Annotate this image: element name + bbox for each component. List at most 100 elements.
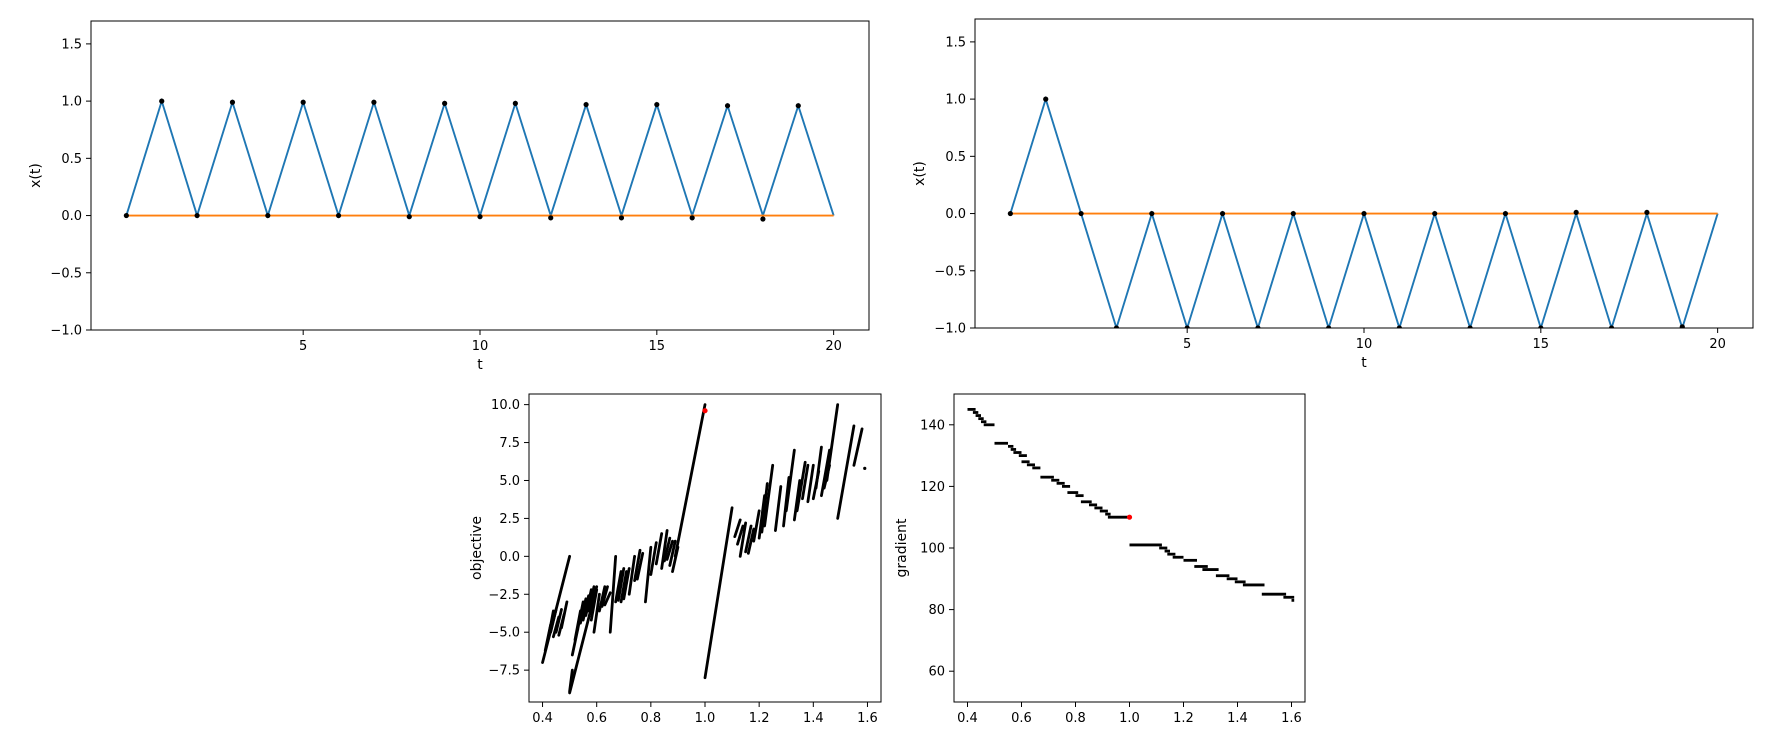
point-run-15 (584, 588, 593, 617)
x-tick-label: 15 (649, 339, 666, 354)
x-tick-label: 0.8 (641, 711, 662, 726)
point-run-41 (736, 524, 745, 546)
point-run-22 (608, 554, 618, 634)
x-tick-label: 0.6 (586, 711, 607, 726)
y-tick-label: −0.5 (50, 266, 82, 281)
point-run-40 (733, 518, 742, 539)
marker-point-1 (1043, 96, 1049, 102)
x-tick-label: 0.8 (1065, 711, 1086, 726)
point-run-27 (627, 554, 636, 596)
point-run-30 (644, 545, 653, 604)
point-run-31 (649, 541, 658, 576)
highlight-point (1126, 514, 1133, 520)
point-run-32 (654, 532, 664, 566)
plot-area (967, 407, 1295, 602)
x-axis-label: t (1361, 355, 1367, 371)
y-tick-label: −2.5 (488, 588, 520, 603)
y-tick-label: 0.0 (499, 550, 520, 565)
x-tick-label: 1.6 (857, 711, 878, 726)
y-tick-label: 1.0 (945, 93, 966, 108)
marker-point-14 (1502, 210, 1509, 217)
marker-point-8 (1290, 210, 1296, 217)
point-run-29 (635, 551, 645, 581)
marker-point-7 (371, 99, 377, 105)
marker-point-19 (795, 103, 801, 109)
point-run-28 (633, 548, 642, 583)
marker-point-11 (512, 100, 518, 106)
chart-bottom-left: 0.4 0.6 0.8 1.0 1.2 1.4 1.6 −7.5 −5.0 −2.5 0.0 2.5 5… (469, 393, 882, 726)
point-run-54 (801, 463, 810, 501)
marker-point-9 (442, 100, 448, 106)
y-tick-label: 140 (920, 418, 945, 433)
y-axis-label: gradient (894, 518, 910, 577)
point-run-3 (549, 608, 558, 634)
x-tick-label: 5 (299, 339, 307, 354)
point-run-25 (619, 570, 628, 604)
point-run-45 (752, 509, 761, 543)
point-run-19 (598, 585, 607, 613)
series-line-0 (125, 97, 835, 219)
y-axis-label: x(t) (912, 161, 928, 186)
axes-frame (974, 18, 1754, 329)
point-run-12 (576, 600, 585, 631)
point-run-23 (614, 570, 623, 604)
point-run-9 (568, 585, 599, 695)
point-run-49 (774, 485, 783, 532)
point-run-2 (546, 609, 555, 642)
marker-point-5 (1184, 325, 1190, 328)
y-tick-label: 0.5 (61, 152, 82, 167)
point-run-16 (587, 585, 596, 613)
y-tick-label: 7.5 (499, 436, 520, 451)
point-run-39 (703, 506, 734, 680)
x-tick-label: 0.4 (532, 711, 553, 726)
axes-frame (528, 393, 882, 703)
point-run-33 (660, 529, 669, 570)
highlight-point (702, 408, 708, 414)
marker-point-6 (335, 212, 342, 219)
marker-point-15 (654, 101, 660, 108)
marker-point-18 (760, 216, 766, 222)
point-run-51 (784, 448, 796, 513)
x-tick-label: 10 (1356, 337, 1373, 352)
x-tick-label: 1.6 (1281, 711, 1302, 726)
point-run-18 (592, 592, 601, 634)
marker-point-3 (1113, 325, 1120, 328)
marker-point-0 (123, 212, 129, 219)
y-tick-label: 100 (920, 542, 945, 557)
chart-bottom-right: 0.4 0.6 0.8 1.0 1.2 1.4 1.6 60 80 100 120 140 gradie… (894, 393, 1306, 726)
marker-point-4 (265, 212, 271, 219)
plot-area (541, 403, 867, 695)
y-tick-label: 0.0 (61, 209, 82, 224)
chart-top-left: 5 10 15 20 −1.0 −0.5 0.0 0.5 1.0 1.5 t x(t) (28, 20, 870, 373)
y-tick-label: 80 (928, 603, 945, 618)
point-run-34 (662, 536, 672, 563)
marker-point-14 (618, 215, 625, 221)
marker-point-6 (1219, 210, 1226, 217)
point-run-46 (757, 494, 766, 540)
data-point-0 (863, 466, 867, 470)
y-tick-label: 1.5 (945, 35, 966, 50)
point-run-42 (738, 521, 748, 558)
marker-point-10 (1361, 210, 1367, 217)
point-run-14 (581, 594, 590, 622)
point-run-24 (616, 567, 626, 602)
marker-point-16 (689, 215, 695, 221)
x-tick-label: 1.0 (1119, 711, 1140, 726)
axes-frame (953, 393, 1306, 703)
point-run-20 (600, 585, 609, 608)
point-run-7 (560, 600, 569, 630)
point-run-60 (825, 403, 840, 482)
x-tick-label: 20 (825, 339, 842, 354)
point-run-36 (668, 539, 677, 567)
chart-top-right: 5 10 15 20 −1.0 −0.5 0.0 0.5 1.0 1.5 t x(t) (912, 18, 1754, 371)
marker-point-19 (1679, 324, 1685, 328)
marker-point-12 (1432, 210, 1438, 217)
marker-point-11 (1396, 325, 1402, 328)
marker-point-4 (1149, 210, 1155, 217)
y-tick-label: 0.5 (945, 150, 966, 165)
marker-point-13 (583, 101, 589, 108)
y-tick-label: 2.5 (499, 512, 520, 527)
point-run-38 (673, 403, 707, 558)
x-tick-label: 0.6 (1011, 711, 1032, 726)
